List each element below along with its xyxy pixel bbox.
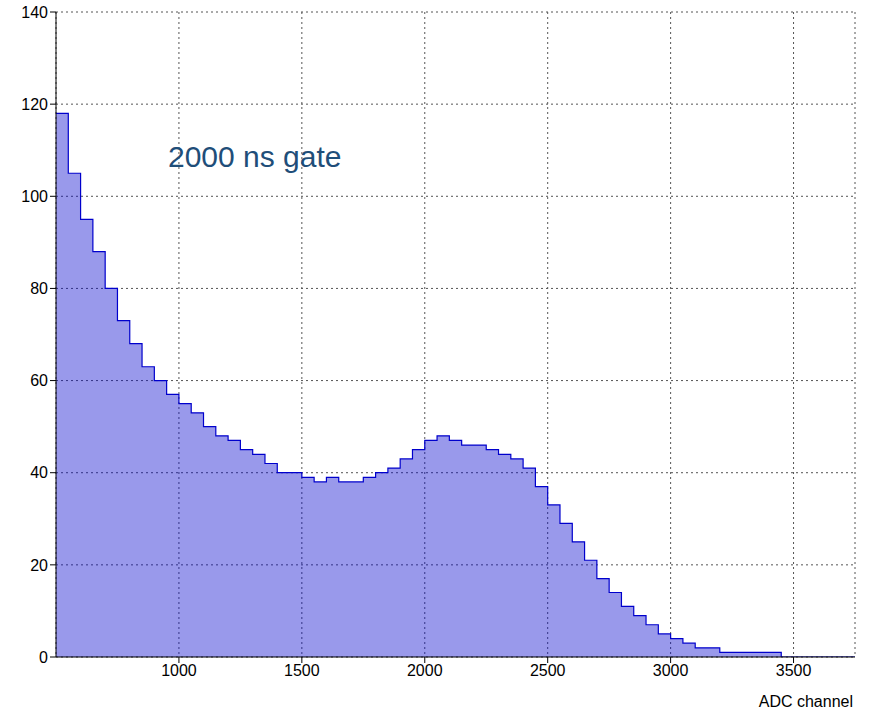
svg-text:0: 0	[39, 649, 48, 666]
svg-text:3000: 3000	[653, 662, 689, 679]
svg-text:40: 40	[30, 464, 48, 481]
svg-text:3500: 3500	[776, 662, 812, 679]
svg-text:1500: 1500	[284, 662, 320, 679]
svg-text:120: 120	[21, 96, 48, 113]
svg-text:140: 140	[21, 4, 48, 21]
html-text:2000 ns gate: 2000 ns gate	[168, 140, 342, 173]
svg-text:2000: 2000	[407, 662, 443, 679]
svg-text:ADC channel: ADC channel	[759, 693, 853, 710]
svg-text:20: 20	[30, 557, 48, 574]
svg-text:60: 60	[30, 372, 48, 389]
svg-text:2500: 2500	[530, 662, 566, 679]
svg-text:1000: 1000	[161, 662, 197, 679]
svg-text:100: 100	[21, 188, 48, 205]
svg-text:80: 80	[30, 280, 48, 297]
